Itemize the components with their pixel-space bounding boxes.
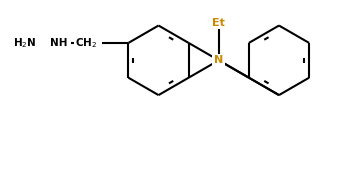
- Text: N: N: [214, 55, 223, 65]
- Text: H$_2$N: H$_2$N: [13, 36, 36, 50]
- Text: NH: NH: [50, 38, 68, 48]
- Text: CH$_2$: CH$_2$: [75, 36, 97, 50]
- Text: Et: Et: [212, 18, 225, 28]
